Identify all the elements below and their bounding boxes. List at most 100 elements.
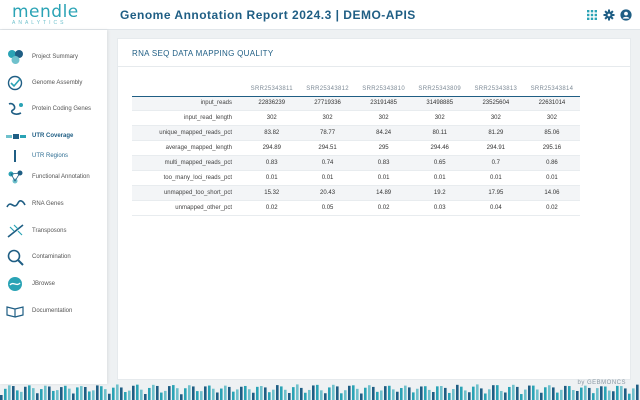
summary-icon bbox=[8, 50, 23, 64]
sidebar-item-label: UTR Regions bbox=[32, 153, 69, 159]
protein-icon bbox=[8, 102, 23, 115]
column-header: SRR25343810 bbox=[355, 83, 412, 97]
sidebar-item-rna-genes[interactable]: RNA Genes bbox=[5, 195, 105, 213]
table-cell: 85.06 bbox=[523, 125, 580, 142]
table-cell: 0.05 bbox=[299, 200, 356, 216]
sidebar-item-genome-assembly[interactable]: Genome Assembly bbox=[5, 74, 105, 92]
mapping-quality-panel: RNA SEQ DATA MAPPING QUALITY SRR25343811… bbox=[117, 38, 631, 380]
table-cell: 302 bbox=[244, 110, 300, 127]
table-cell: 22836239 bbox=[244, 96, 300, 112]
table-cell: 81.29 bbox=[467, 125, 524, 142]
user-icon[interactable] bbox=[620, 8, 632, 21]
table-cell: 302 bbox=[467, 110, 524, 127]
transposon-icon bbox=[7, 224, 24, 238]
column-header: SRR25343809 bbox=[411, 83, 468, 97]
functional-icon bbox=[8, 170, 23, 184]
metric-label: unmapped_other_pct bbox=[132, 200, 244, 216]
table-cell: 302 bbox=[355, 110, 412, 127]
utr-coverage-icon bbox=[6, 134, 26, 139]
table-cell: 27719336 bbox=[299, 96, 356, 112]
table-cell: 15.32 bbox=[244, 185, 300, 201]
table-row: multi_mapped_reads_pct 0.83 0.74 0.83 0.… bbox=[132, 155, 580, 171]
logo-brand: mendle bbox=[12, 1, 79, 22]
section-title: RNA SEQ DATA MAPPING QUALITY bbox=[132, 49, 274, 58]
table-cell: 17.95 bbox=[467, 185, 524, 201]
mendel-logo[interactable]: mendle ANALYTICS bbox=[0, 1, 108, 26]
table-cell: 294.46 bbox=[411, 140, 468, 157]
sidebar: Project Summary Genome Assembly Protein … bbox=[0, 30, 107, 384]
table-cell: 0.01 bbox=[467, 170, 524, 186]
powered-by-label: by GEBMONCS bbox=[577, 380, 626, 386]
sidebar-item-label: UTR Coverage bbox=[32, 133, 74, 139]
table-cell: 0.01 bbox=[355, 170, 412, 186]
metric-label: unmapped_too_short_pct bbox=[132, 185, 244, 201]
table-cell: 14.89 bbox=[355, 185, 412, 201]
table-cell: 0.74 bbox=[299, 155, 356, 171]
table-cell: 0.83 bbox=[355, 155, 412, 171]
grid-icon[interactable] bbox=[586, 9, 598, 21]
table-cell: 294.51 bbox=[299, 140, 356, 157]
sidebar-item-functional-annotation[interactable]: Functional Annotation bbox=[5, 168, 105, 186]
metric-label: unique_mapped_reads_pct bbox=[132, 125, 244, 142]
utr-regions-icon bbox=[14, 150, 16, 162]
table-row: input_read_length 302 302 302 302 302 30… bbox=[132, 110, 580, 127]
sidebar-item-label: RNA Genes bbox=[32, 201, 64, 207]
metric-label: input_reads bbox=[132, 96, 244, 112]
table-cell: 295.16 bbox=[523, 140, 580, 157]
column-header-metric bbox=[132, 83, 244, 97]
metric-label: multi_mapped_reads_pct bbox=[132, 155, 244, 171]
table-cell: 80.11 bbox=[411, 125, 468, 142]
documentation-icon bbox=[6, 306, 24, 318]
sidebar-item-label: Documentation bbox=[32, 308, 73, 314]
app-header: mendle ANALYTICS Genome Annotation Repor… bbox=[0, 0, 640, 30]
sidebar-item-utr-regions[interactable]: UTR Regions bbox=[5, 147, 105, 165]
table-cell: 84.24 bbox=[355, 125, 412, 142]
sidebar-item-label: Genome Assembly bbox=[32, 80, 83, 86]
column-header: SRR25343813 bbox=[467, 83, 524, 97]
table-cell: 0.02 bbox=[355, 200, 412, 216]
table-row: input_reads 22836239 27719336 23191485 3… bbox=[132, 96, 580, 112]
sidebar-item-label: Functional Annotation bbox=[32, 174, 90, 180]
jbrowse-icon bbox=[8, 277, 22, 291]
sidebar-item-documentation[interactable]: Documentation bbox=[5, 302, 105, 320]
header-icon-group bbox=[586, 8, 640, 21]
table-cell: 23525604 bbox=[467, 96, 524, 112]
column-header: SRR25343811 bbox=[244, 83, 300, 97]
table-cell: 0.01 bbox=[244, 170, 300, 186]
table-cell: 0.02 bbox=[244, 200, 300, 216]
table-cell: 0.01 bbox=[523, 170, 580, 186]
footer-wave-decoration bbox=[0, 384, 639, 400]
table-row: unmapped_other_pct 0.02 0.05 0.02 0.03 0… bbox=[132, 200, 580, 216]
metric-label: average_mapped_length bbox=[132, 140, 244, 157]
table-row: average_mapped_length 294.89 294.51 295 … bbox=[132, 140, 580, 157]
sidebar-item-jbrowse[interactable]: JBrowse bbox=[5, 275, 105, 293]
gear-icon[interactable] bbox=[603, 9, 615, 21]
table-cell: 0.65 bbox=[411, 155, 468, 171]
table-cell: 0.01 bbox=[299, 170, 356, 186]
table-cell: 0.04 bbox=[467, 200, 524, 216]
table-cell: 302 bbox=[523, 110, 580, 127]
table-cell: 294.91 bbox=[467, 140, 524, 157]
sidebar-item-project-summary[interactable]: Project Summary bbox=[5, 48, 105, 66]
sidebar-item-utr-coverage[interactable]: UTR Coverage bbox=[5, 127, 105, 145]
table-cell: 83.82 bbox=[244, 125, 300, 142]
table-cell: 20.43 bbox=[299, 185, 356, 201]
metric-label: too_many_loci_reads_pct bbox=[132, 170, 244, 186]
table-cell: 78.77 bbox=[299, 125, 356, 142]
metric-label: input_read_length bbox=[132, 110, 244, 127]
sidebar-item-contamination[interactable]: Contamination bbox=[5, 248, 105, 266]
table-header-row: SRR25343811 SRR25343812 SRR25343810 SRR2… bbox=[132, 83, 580, 97]
table-cell: 0.83 bbox=[244, 155, 300, 171]
page-title: Genome Annotation Report 2024.3 | DEMO-A… bbox=[120, 7, 416, 22]
table-cell: 0.01 bbox=[411, 170, 468, 186]
rna-icon bbox=[6, 200, 26, 208]
table-cell: 0.86 bbox=[523, 155, 580, 171]
sidebar-item-label: Project Summary bbox=[32, 54, 79, 60]
sidebar-item-transposons[interactable]: Transposons bbox=[5, 222, 105, 240]
mapping-quality-table: SRR25343811 SRR25343812 SRR25343810 SRR2… bbox=[132, 83, 580, 216]
table-cell: 0.02 bbox=[523, 200, 580, 216]
table-cell: 22631014 bbox=[523, 96, 580, 112]
sidebar-item-protein-coding-genes[interactable]: Protein Coding Genes bbox=[5, 100, 105, 118]
assembly-icon bbox=[7, 75, 23, 91]
sidebar-item-label: Protein Coding Genes bbox=[32, 106, 92, 112]
